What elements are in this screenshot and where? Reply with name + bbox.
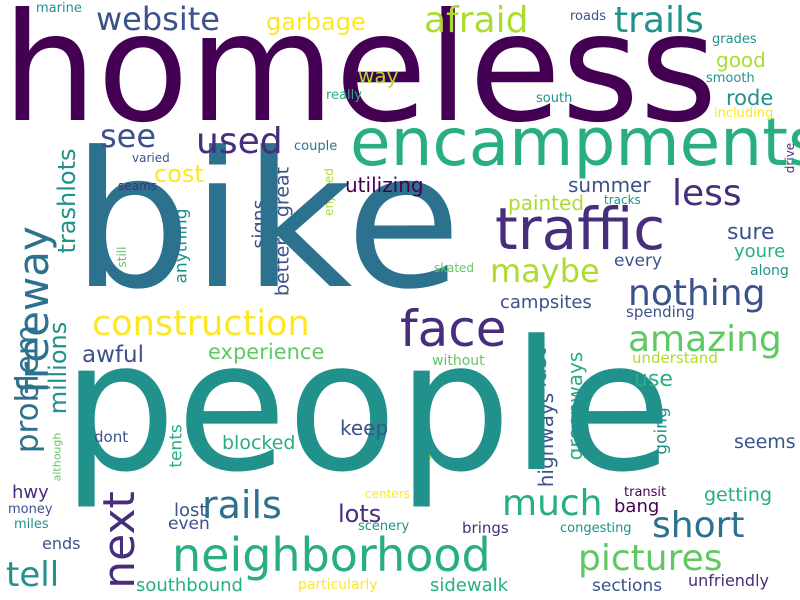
word-hwy: hwy: [12, 482, 49, 503]
word-blocked: blocked: [222, 432, 296, 454]
word-marine: marine: [36, 1, 82, 16]
word-less: less: [672, 173, 742, 214]
word-pictures: pictures: [578, 538, 723, 579]
word-people: people: [62, 303, 673, 512]
word-sure: sure: [727, 220, 775, 245]
word-sections: sections: [592, 576, 663, 596]
word-use: use: [634, 367, 673, 392]
word-understand: understand: [632, 349, 718, 367]
word-congesting: congesting: [560, 521, 632, 536]
word-money: money: [8, 502, 53, 517]
word-tracks: tracks: [604, 193, 641, 207]
word-really: really: [326, 88, 362, 103]
word-bang: bang: [614, 496, 660, 517]
word-seems: seems: [734, 431, 796, 453]
word-sidewalk: sidewalk: [430, 575, 509, 596]
word-bike: bike: [72, 112, 462, 331]
word-website: website: [96, 0, 220, 38]
word-ends: ends: [42, 534, 81, 553]
word-couple: couple: [294, 139, 338, 154]
word-lots: lots: [338, 500, 382, 528]
word-nothing: nothing: [628, 273, 766, 314]
word-including: including: [714, 106, 774, 121]
word-youre: youre: [734, 241, 786, 262]
word-every: every: [614, 251, 663, 271]
word-construction: construction: [92, 304, 310, 344]
word-brings: brings: [462, 519, 509, 537]
word-seams: seams: [118, 179, 157, 193]
word-short: short: [652, 505, 745, 546]
word-encampments: encampments: [350, 104, 800, 181]
word-cost: cost: [154, 160, 204, 188]
word-varied: varied: [132, 151, 170, 165]
word-trails: trails: [614, 0, 704, 41]
word-problem: problem: [9, 324, 46, 454]
word-south: south: [536, 91, 573, 106]
word-tell: tell: [6, 555, 60, 595]
word-summer: summer: [568, 173, 651, 197]
word-amazing: amazing: [628, 319, 782, 360]
word-unfriendly: unfriendly: [688, 571, 769, 590]
word-painted: painted: [508, 191, 585, 215]
word-used: used: [196, 121, 283, 162]
word-face: face: [400, 300, 507, 358]
word-homeless: homeless: [2, 0, 718, 156]
word-particularly: particularly: [298, 577, 378, 593]
word-good: good: [716, 48, 766, 72]
word-getting: getting: [704, 484, 773, 506]
word-see: see: [100, 117, 157, 155]
word-dont: dont: [94, 428, 129, 446]
word-utilizing: utilizing: [345, 173, 424, 197]
word-even: even: [168, 514, 210, 534]
word-skated: skated: [434, 261, 475, 275]
word-awful: awful: [82, 342, 144, 368]
word-traffic: traffic: [495, 195, 666, 263]
word-rails: rails: [202, 483, 282, 527]
word-southbound: southbound: [136, 575, 243, 596]
word-lost: lost: [174, 500, 207, 521]
word-grades: grades: [712, 32, 757, 47]
word-neighborhood: neighborhood: [172, 528, 491, 582]
word-centers: centers: [365, 487, 410, 501]
word-experience: experience: [208, 340, 325, 364]
word-smooth: smooth: [706, 71, 755, 86]
word-spending: spending: [626, 303, 695, 321]
word-scenery: scenery: [358, 519, 410, 534]
word-rode: rode: [726, 86, 774, 110]
word-along: along: [750, 263, 789, 279]
word-much: much: [502, 483, 603, 524]
word-keep: keep: [340, 416, 389, 440]
word-roads: roads: [570, 9, 607, 24]
word-afraid: afraid: [424, 0, 529, 41]
word-campsites: campsites: [500, 292, 592, 313]
word-although: although: [50, 432, 64, 482]
word-garbage: garbage: [266, 8, 366, 36]
word-way: way: [358, 64, 399, 88]
word-without: without: [432, 353, 485, 369]
word-miles: miles: [14, 517, 49, 532]
word-maybe: maybe: [490, 252, 600, 290]
word-transit: transit: [624, 485, 667, 500]
